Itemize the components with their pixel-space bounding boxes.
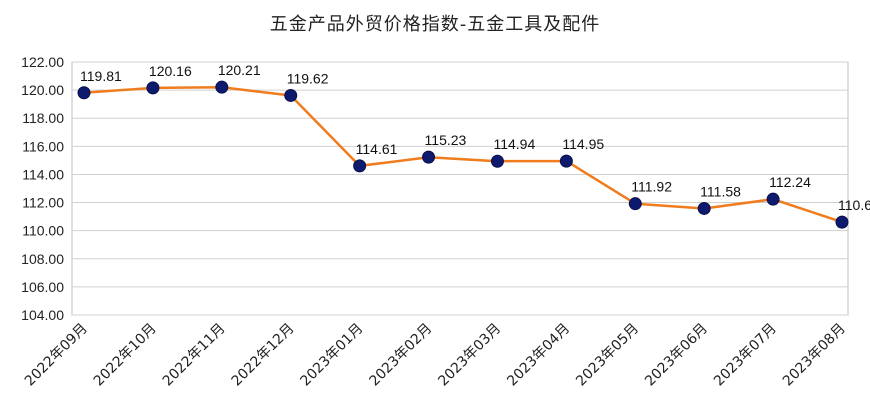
data-label: 119.62	[287, 70, 329, 86]
y-tick-label: 108.00	[21, 251, 64, 267]
data-point	[628, 197, 642, 211]
data-point	[284, 88, 298, 102]
data-point	[766, 192, 780, 206]
data-label: 111.58	[700, 183, 741, 199]
data-point	[146, 81, 160, 95]
series-line	[83, 85, 843, 224]
data-point	[490, 154, 504, 168]
x-tick-label: 2023年02月	[366, 321, 435, 390]
x-tick-label: 2022年12月	[229, 321, 298, 390]
data-label: 114.94	[493, 136, 535, 152]
data-label: 110.61	[838, 197, 870, 213]
data-point	[77, 86, 91, 100]
data-label: 111.92	[631, 179, 672, 195]
y-tick-label: 116.00	[22, 138, 64, 154]
data-label: 114.61	[356, 141, 398, 157]
y-axis: 104.00 106.00 108.00 110.00 112.00 114.00 116.…	[21, 54, 64, 323]
y-tick-label: 104.00	[21, 307, 64, 323]
chart-title: 五金产品外贸价格指数-五金工具及配件	[269, 14, 601, 35]
data-labels: 119.81 120.16 120.21 119.62 114.61 115.23 114.…	[80, 62, 870, 213]
y-tick-label: 122.00	[21, 54, 64, 70]
x-tick-label: 2023年05月	[573, 321, 642, 390]
data-label: 112.24	[769, 174, 811, 190]
data-point	[353, 159, 367, 173]
y-tick-label: 110.00	[22, 223, 64, 239]
x-tick-label: 2023年07月	[711, 321, 780, 390]
data-label: 120.21	[218, 62, 261, 78]
x-tick-label: 2022年09月	[22, 321, 91, 390]
y-tick-label: 120.00	[21, 82, 64, 98]
x-tick-label: 2022年10月	[91, 321, 160, 390]
y-tick-label: 112.00	[22, 195, 64, 211]
y-tick-label: 106.00	[21, 279, 64, 295]
y-tick-label: 114.00	[22, 166, 64, 182]
x-tick-label: 2023年08月	[780, 321, 849, 390]
data-point	[215, 80, 229, 94]
x-axis: 2022年09月 2022年10月 2022年11月 2022年12月 2023年01月…	[22, 321, 849, 390]
data-point	[835, 215, 849, 229]
data-label: 120.16	[149, 63, 192, 79]
y-tick-label: 118.00	[22, 110, 64, 126]
data-point	[559, 154, 573, 168]
series-markers	[77, 80, 849, 229]
data-point	[697, 201, 711, 215]
grid-lines	[71, 61, 849, 316]
data-label: 114.95	[562, 136, 604, 152]
x-tick-label: 2023年03月	[435, 321, 504, 390]
x-tick-label: 2022年11月	[160, 321, 229, 390]
x-tick-label: 2023年04月	[504, 321, 573, 390]
data-point	[422, 150, 436, 164]
x-tick-label: 2023年06月	[642, 321, 711, 390]
x-tick-label: 2023年01月	[298, 321, 367, 390]
series-path	[83, 85, 843, 224]
data-label: 119.81	[80, 68, 122, 84]
data-label: 115.23	[425, 132, 467, 148]
